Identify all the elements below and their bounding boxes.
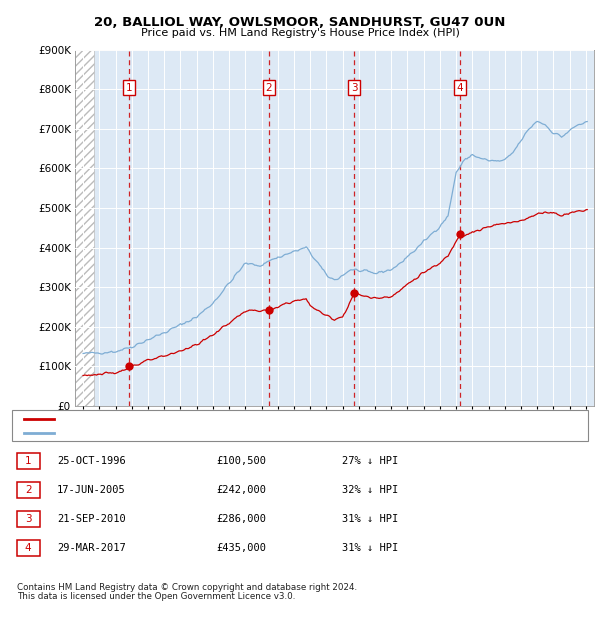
Text: 4: 4: [25, 543, 32, 554]
Text: 1: 1: [25, 456, 32, 466]
Text: 25-OCT-1996: 25-OCT-1996: [57, 456, 126, 466]
Text: 4: 4: [457, 82, 464, 93]
Text: 29-MAR-2017: 29-MAR-2017: [57, 543, 126, 554]
Text: HPI: Average price, detached house, Bracknell Forest: HPI: Average price, detached house, Brac…: [57, 428, 322, 438]
Text: 31% ↓ HPI: 31% ↓ HPI: [342, 543, 398, 554]
Text: 32% ↓ HPI: 32% ↓ HPI: [342, 485, 398, 495]
Text: 20, BALLIOL WAY, OWLSMOOR, SANDHURST, GU47 0UN: 20, BALLIOL WAY, OWLSMOOR, SANDHURST, GU…: [94, 16, 506, 29]
Text: 1: 1: [125, 82, 132, 93]
Text: Price paid vs. HM Land Registry's House Price Index (HPI): Price paid vs. HM Land Registry's House …: [140, 28, 460, 38]
Text: 27% ↓ HPI: 27% ↓ HPI: [342, 456, 398, 466]
Text: £286,000: £286,000: [216, 514, 266, 525]
Text: £100,500: £100,500: [216, 456, 266, 466]
Text: 3: 3: [351, 82, 358, 93]
Text: This data is licensed under the Open Government Licence v3.0.: This data is licensed under the Open Gov…: [17, 592, 295, 601]
Text: 21-SEP-2010: 21-SEP-2010: [57, 514, 126, 525]
Text: £242,000: £242,000: [216, 485, 266, 495]
Text: 3: 3: [25, 514, 32, 525]
Text: 17-JUN-2005: 17-JUN-2005: [57, 485, 126, 495]
Text: 2: 2: [25, 485, 32, 495]
Text: 20, BALLIOL WAY, OWLSMOOR, SANDHURST, GU47 0UN (detached house): 20, BALLIOL WAY, OWLSMOOR, SANDHURST, GU…: [57, 414, 426, 424]
Text: 31% ↓ HPI: 31% ↓ HPI: [342, 514, 398, 525]
Text: £435,000: £435,000: [216, 543, 266, 554]
Text: 2: 2: [266, 82, 272, 93]
Text: Contains HM Land Registry data © Crown copyright and database right 2024.: Contains HM Land Registry data © Crown c…: [17, 583, 357, 592]
